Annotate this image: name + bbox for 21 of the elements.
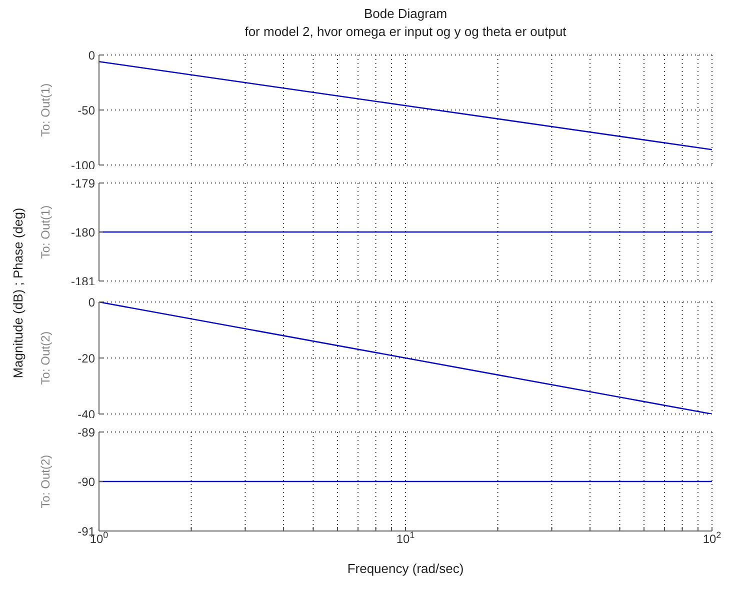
x-tick-label: 10$^{1}$	[396, 530, 415, 546]
y-axis-title: To: Out(1)	[38, 83, 52, 137]
y-tick-label: -40	[78, 407, 96, 422]
y-axis-title: To: Out(2)	[38, 331, 52, 385]
x-axis-title: Frequency (rad/sec)	[347, 561, 464, 576]
y-tick-label: -50	[78, 103, 96, 118]
text: Magnitude (dB) ; Phase (deg)	[10, 208, 26, 378]
y-axis-title: To: Out(2)	[38, 454, 52, 508]
y-tick-label: -181	[70, 274, 96, 288]
y-tick-label: -179	[70, 176, 96, 190]
y-tick-label: -90	[78, 474, 96, 489]
y-tick-label: -180	[70, 225, 96, 240]
y-axis-title: To: Out(1)	[38, 205, 52, 259]
y-tick-label: -100	[70, 158, 96, 172]
chart-title: Bode Diagram	[362, 6, 448, 21]
x-tick-label: 10$^{2}$	[702, 530, 722, 546]
chart-subtitle: for model 2, hvor omega er input og y og theta er output	[244, 24, 568, 39]
y-tick-label: -20	[78, 351, 96, 366]
y-tick-label: 0	[88, 48, 96, 62]
y-tick-label: -89	[78, 425, 96, 440]
y-tick-label: 0	[88, 295, 96, 310]
